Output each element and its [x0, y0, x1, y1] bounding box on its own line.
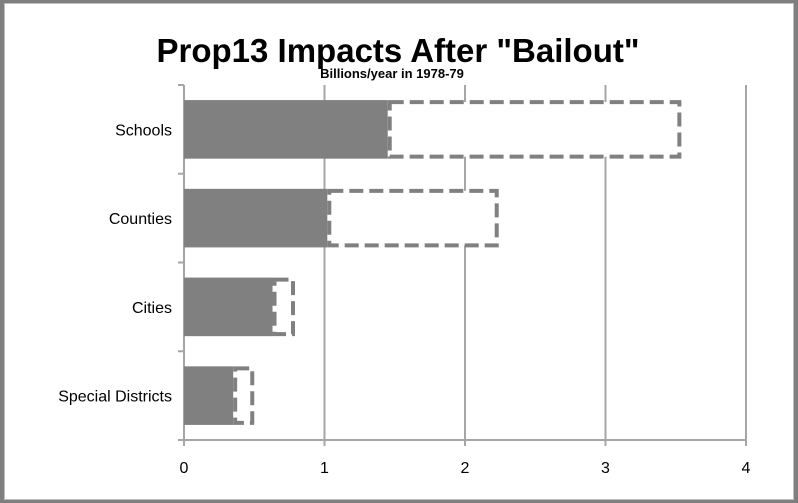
x-tick-label: 0	[180, 460, 189, 477]
x-tick-label: 2	[461, 460, 470, 477]
x-tick-label: 4	[742, 460, 751, 477]
x-tick-label: 3	[601, 460, 610, 477]
bar-segment-dashed	[272, 277, 295, 337]
category-label: Special Districts	[58, 389, 172, 406]
x-tick-label: 1	[320, 460, 329, 477]
bar-segment-solid	[184, 366, 234, 425]
labels: 0 1 2 3 4 Schools Counties Cities Special Distri…	[58, 122, 750, 477]
bar-segment-solid	[184, 100, 388, 159]
chart-subtitle: Billions/year in 1978-79	[320, 66, 464, 81]
chart-frame: Prop13 Impacts After "Bailout" Billions/…	[4, 3, 794, 500]
bar-segment-dashed	[233, 366, 255, 425]
category-label: Counties	[109, 211, 172, 228]
bar-segment-dashed	[327, 188, 499, 248]
category-label: Schools	[115, 122, 172, 139]
bars	[184, 100, 682, 425]
chart-title: Prop13 Impacts After "Bailout"	[157, 32, 640, 69]
bar-segment-solid	[184, 277, 273, 337]
bar-segment-dashed	[387, 100, 682, 159]
category-label: Cities	[132, 300, 172, 317]
bar-segment-solid	[184, 188, 328, 248]
chart: Prop13 Impacts After "Bailout" Billions/…	[58, 32, 750, 477]
